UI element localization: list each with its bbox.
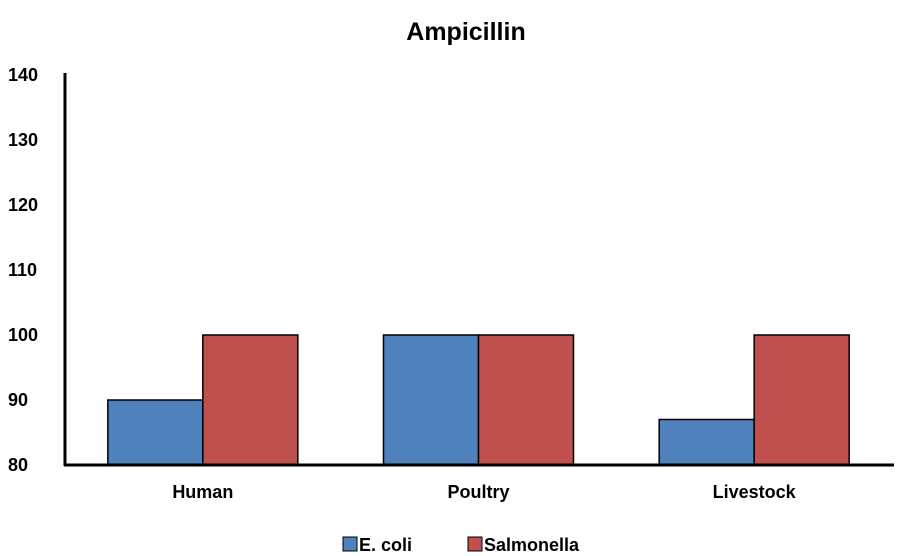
chart-title: Ampicillin [406, 18, 525, 46]
legend: E. coli Salmonella [342, 535, 580, 555]
legend-label: Salmonella [484, 535, 580, 555]
y-ticks-group: 80 90 100 110 120 130 140 [8, 65, 38, 475]
y-tick-label: 130 [8, 130, 38, 150]
y-tick-label: 100 [8, 325, 38, 345]
y-tick-label: 120 [8, 195, 38, 215]
bar-e-coli-poultry [382, 334, 480, 466]
bar-salmonella-livestock [753, 334, 850, 466]
y-tick-label: 140 [8, 65, 38, 85]
x-category-label: Poultry [447, 482, 509, 502]
bar-e-coli-livestock [658, 418, 755, 466]
x-labels-group: Human Poultry Livestock [172, 482, 796, 502]
bar-e-coli-human [107, 399, 204, 466]
y-tick-label: 90 [8, 390, 28, 410]
x-category-label: Livestock [713, 482, 797, 502]
legend-label: E. coli [359, 535, 412, 555]
bar-salmonella-poultry [477, 334, 575, 466]
bars-group [107, 334, 850, 466]
y-tick-label: 80 [8, 455, 28, 475]
x-category-label: Human [172, 482, 233, 502]
legend-swatch [467, 536, 483, 552]
y-tick-label: 110 [8, 260, 37, 280]
legend-swatch [342, 536, 358, 552]
bar-salmonella-human [202, 334, 299, 466]
